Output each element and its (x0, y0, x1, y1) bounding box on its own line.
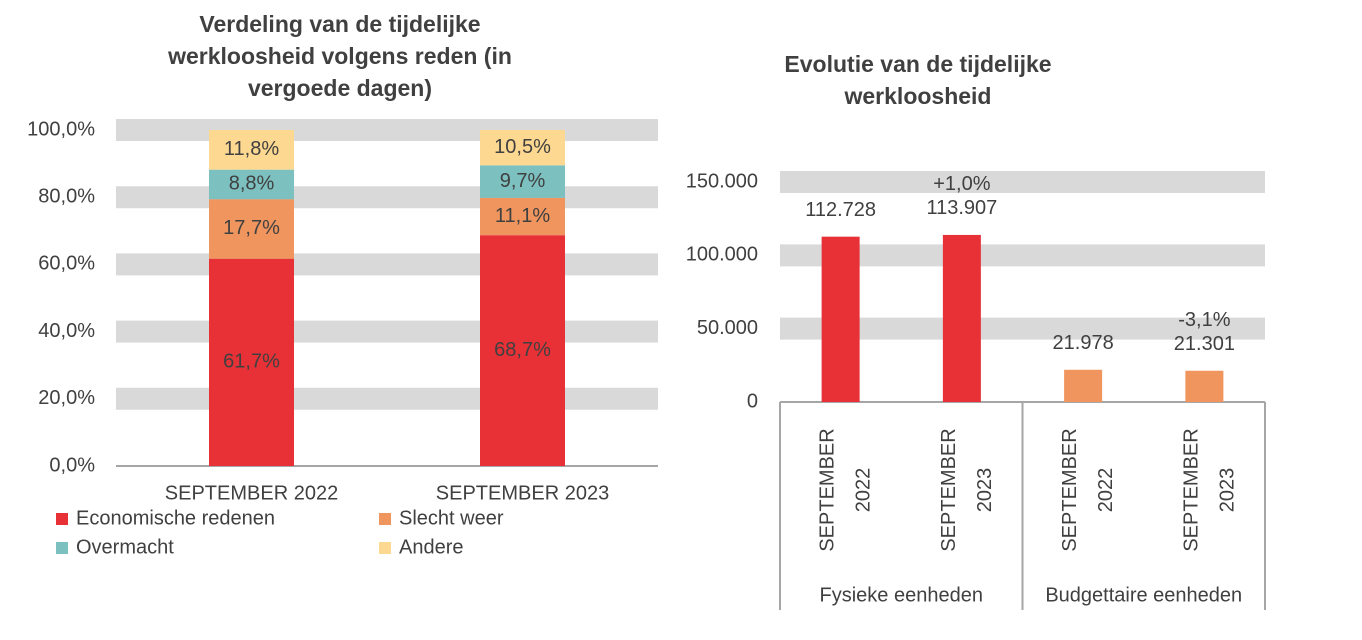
data-label: 21.301 (1174, 333, 1235, 355)
bar (1185, 370, 1224, 402)
x-tick-label: SEPTEMBER 2023 (436, 482, 609, 504)
legend-swatch (379, 542, 391, 554)
bar-segment (480, 130, 565, 166)
legend-label: Economische redenen (76, 507, 275, 529)
data-label: 112.728 (805, 199, 876, 221)
x-tick-label: SEPTEMBER 2022 (1059, 428, 1117, 551)
x-tick-label: SEPTEMBER 2023 (1181, 428, 1239, 551)
data-label: 9,7% (500, 170, 546, 192)
legend-label: Slecht weer (399, 507, 504, 529)
legend-label: Overmacht (76, 536, 174, 558)
data-label: 11,1% (495, 205, 550, 227)
bar-segment (209, 258, 294, 466)
annotation: +1,0% (933, 173, 990, 195)
y-tick-label: 0 (747, 390, 758, 412)
data-label: 21.978 (1053, 332, 1114, 354)
legend-label: Andere (399, 536, 464, 558)
group-label: Fysieke eenheden (820, 584, 983, 606)
y-tick-label: 40,0% (38, 320, 95, 342)
data-label: 68,7% (494, 339, 551, 361)
x-tick-label: SEPTEMBER 2023 (938, 428, 996, 551)
x-tick-label: SEPTEMBER 2022 (817, 428, 875, 551)
y-tick-label: 100,0% (27, 118, 95, 140)
data-label: 113.907 (926, 197, 997, 219)
chart-title: Verdeling van de tijdelijke werkloosheid … (167, 11, 512, 101)
bar (942, 234, 981, 402)
annotation: -3,1% (1178, 309, 1230, 331)
data-label: 61,7% (223, 351, 280, 373)
bar-segment (209, 169, 294, 200)
bar-segment (209, 130, 294, 170)
bar-segment (209, 199, 294, 259)
chart-title: Evolutie van de tijdelijke werkloosheid (784, 51, 1051, 109)
data-label: 17,7% (223, 217, 280, 239)
bar-segment (480, 235, 565, 466)
bar (821, 236, 860, 402)
y-tick-label: 50.000 (697, 317, 758, 339)
y-tick-label: 80,0% (38, 185, 95, 207)
y-tick-label: 0,0% (49, 454, 95, 476)
bar-segment (480, 197, 565, 236)
group-label: Budgettaire eenheden (1045, 584, 1242, 606)
y-tick-label: 60,0% (38, 253, 95, 275)
legend-swatch (56, 542, 68, 554)
data-label: 10,5% (494, 136, 551, 158)
y-tick-label: 20,0% (38, 387, 95, 409)
y-tick-label: 100.000 (686, 244, 758, 266)
x-tick-label: SEPTEMBER 2022 (165, 482, 338, 504)
data-label: 11,8% (224, 138, 279, 160)
legend-swatch (379, 513, 391, 525)
data-label: 8,8% (229, 173, 275, 195)
legend-swatch (56, 513, 68, 525)
y-tick-label: 150.000 (686, 170, 758, 192)
bar (1064, 369, 1103, 402)
bar-segment (480, 165, 565, 198)
